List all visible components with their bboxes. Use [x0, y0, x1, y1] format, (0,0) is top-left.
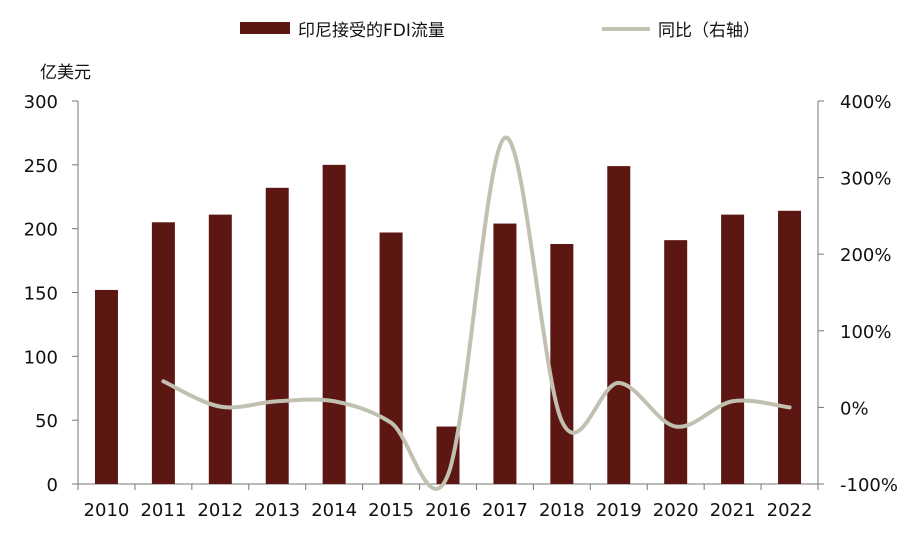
bar-2010: [94, 289, 118, 484]
x-axis-tick-label: 2014: [311, 500, 357, 521]
bar-2021: [721, 214, 745, 484]
bar-2012: [208, 214, 232, 484]
left-axis-tick-label: 300: [24, 92, 58, 113]
x-axis-tick-label: 2021: [710, 500, 756, 521]
x-axis-tick-label: 2011: [140, 500, 186, 521]
tick-labels: 0 50 100 150 200 250 300 -100% 0% 100% 200% 300% 400…: [24, 92, 898, 521]
left-axis-tick-label: 200: [24, 220, 58, 241]
left-axis-tick-label: 250: [24, 156, 58, 177]
bar-2017: [493, 223, 517, 484]
left-axis-tick-label: 100: [24, 347, 58, 368]
right-axis-tick-label: -100%: [840, 475, 898, 496]
left-axis-tick-label: 50: [35, 411, 58, 432]
x-axis-tick-label: 2016: [425, 500, 471, 521]
yoy-series-line: [161, 135, 792, 491]
legend-label-line: 同比（右轴）: [658, 21, 760, 41]
left-axis-tick-label: 0: [47, 475, 58, 496]
right-axis-tick-label: 400%: [840, 92, 891, 113]
x-axis-tick-label: 2018: [539, 500, 585, 521]
right-axis-tick-label: 200%: [840, 245, 891, 266]
legend-label-bar: 印尼接受的FDI流量: [298, 21, 445, 41]
x-axis-tick-label: 2019: [596, 500, 642, 521]
x-axis-tick-label: 2017: [482, 500, 528, 521]
bar-2013: [265, 187, 289, 484]
bar-2014: [322, 164, 346, 485]
yoy-line: [161, 135, 792, 491]
left-axis-unit-label: 亿美元: [40, 63, 91, 83]
bar-2016: [436, 426, 460, 484]
right-axis-tick-label: 100%: [840, 322, 891, 343]
legend-swatch-bar: [240, 22, 290, 34]
bar-2015: [379, 232, 403, 484]
x-axis-tick-label: 2020: [653, 500, 699, 521]
x-axis-tick-label: 2022: [767, 500, 813, 521]
bar-2019: [607, 166, 631, 485]
x-axis-tick-label: 2010: [84, 500, 130, 521]
bar-2018: [550, 243, 574, 484]
bar-2011: [151, 222, 175, 485]
legend: 印尼接受的FDI流量 同比（右轴）: [240, 21, 760, 41]
x-axis-tick-label: 2015: [368, 500, 414, 521]
right-axis-tick-label: 300%: [840, 169, 891, 190]
right-axis-tick-label: 0%: [840, 398, 869, 419]
bar-2022: [778, 210, 802, 484]
x-axis-tick-label: 2013: [254, 500, 300, 521]
x-axis-tick-label: 2012: [197, 500, 243, 521]
bar-2020: [664, 240, 688, 484]
left-axis-tick-label: 150: [24, 284, 58, 305]
bars: [94, 164, 802, 485]
